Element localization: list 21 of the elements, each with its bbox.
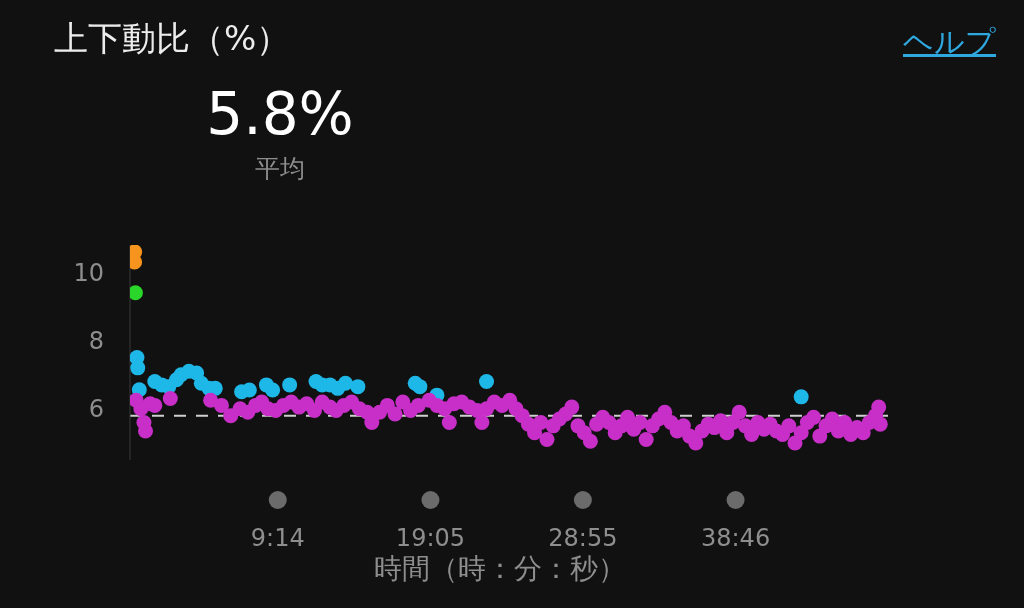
text: 平均 — [254, 153, 306, 185]
point — [793, 389, 809, 405]
point — [350, 379, 366, 395]
point — [337, 375, 353, 391]
x-axis-title: 時間（時：分：秒） — [374, 552, 626, 585]
point — [265, 382, 281, 398]
y-tick-label: 8 — [88, 327, 104, 356]
x-tick-label: 28:55 — [548, 524, 618, 552]
point — [412, 379, 428, 395]
y-tick-label: 10 — [73, 258, 104, 287]
point — [130, 360, 146, 376]
point — [479, 374, 495, 390]
chart-title: 上下動比（%） — [54, 17, 291, 60]
text: ヘルプ — [903, 23, 996, 61]
x-tick-label: 19:05 — [395, 524, 466, 552]
x-tick-label: 9:14 — [250, 524, 305, 552]
point — [282, 377, 298, 393]
chart-subtitle: 5.8% — [205, 80, 355, 148]
y-tick-label: 6 — [88, 395, 104, 424]
x-tick-label: 38:46 — [700, 524, 771, 552]
point — [130, 285, 143, 301]
